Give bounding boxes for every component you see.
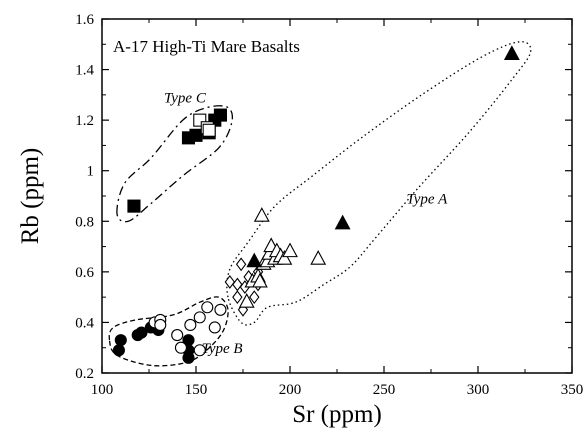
x-axis-label: Sr (ppm) [292, 401, 382, 428]
x-tick-label: 300 [467, 382, 490, 398]
data-point-filled-square [189, 128, 203, 142]
data-point-filled-circle [112, 344, 125, 357]
y-tick-label: 1 [87, 164, 95, 180]
data-point-open-diamond [249, 290, 260, 305]
data-point-open-triangle [282, 242, 298, 258]
y-tick-label: 0.6 [75, 265, 94, 281]
data-point-open-circle [154, 318, 167, 332]
data-point-open-circle [214, 303, 227, 316]
data-point-open-circle [201, 301, 214, 314]
x-tick-label: 350 [561, 382, 584, 398]
y-tick-label: 0.2 [75, 366, 94, 382]
group-label: Type C [164, 90, 207, 106]
y-tick-label: 1.4 [75, 63, 94, 79]
plot-frame [101, 18, 573, 374]
y-tick-label: 1.6 [75, 12, 94, 28]
group-outline [116, 105, 234, 223]
data-point-filled-triangle [334, 214, 351, 230]
data-point-filled-square [127, 199, 141, 213]
data-point-open-diamond [232, 290, 243, 305]
x-tick-label: 150 [185, 382, 208, 398]
y-tick-label: 0.4 [75, 315, 94, 331]
x-tick-label: 100 [91, 382, 114, 398]
data-point-open-diamond [224, 275, 236, 289]
group-outlines [108, 41, 532, 367]
data-point-filled-circle [114, 334, 127, 347]
data-point-open-triangle [253, 207, 270, 222]
data-point-open-triangle [238, 293, 255, 308]
group-outline [108, 296, 229, 367]
data-point-filled-triangle [503, 45, 520, 60]
group-labels: Type C Type A Type B [164, 90, 448, 356]
data-point-filled-square [213, 108, 227, 122]
group-label: Type A [407, 192, 449, 208]
data-point-open-circle [171, 329, 184, 342]
chart-title: A-17 High-Ti Mare Basalts [113, 37, 300, 56]
data-point-filled-triangle [246, 252, 263, 268]
data-point-open-circle [184, 318, 197, 332]
data-points [112, 45, 520, 364]
data-point-filled-circle [135, 326, 148, 339]
group-label: Type B [202, 341, 243, 357]
data-point-open-circle [193, 344, 206, 357]
data-point-open-square [202, 123, 216, 137]
data-point-open-circle [174, 341, 188, 354]
data-point-open-circle [208, 321, 221, 334]
data-point-open-triangle [276, 250, 293, 265]
data-point-open-triangle [310, 250, 327, 265]
y-axis-label: Rb (ppm) [17, 148, 44, 245]
axis-ticks: 100 150 200 250 300 350 0.2 0.4 0.6 0.8 1 1.2 1.4 1.6 [75, 12, 583, 398]
data-point-open-circle [193, 311, 206, 324]
data-point-filled-circle [182, 334, 195, 347]
y-tick-label: 1.2 [75, 113, 94, 129]
y-tick-label: 0.8 [75, 214, 94, 230]
data-point-filled-circle [182, 351, 195, 364]
x-tick-label: 200 [279, 382, 302, 398]
x-tick-label: 250 [373, 382, 396, 398]
data-point-open-triangle [251, 272, 268, 288]
data-point-open-diamond [235, 257, 247, 272]
